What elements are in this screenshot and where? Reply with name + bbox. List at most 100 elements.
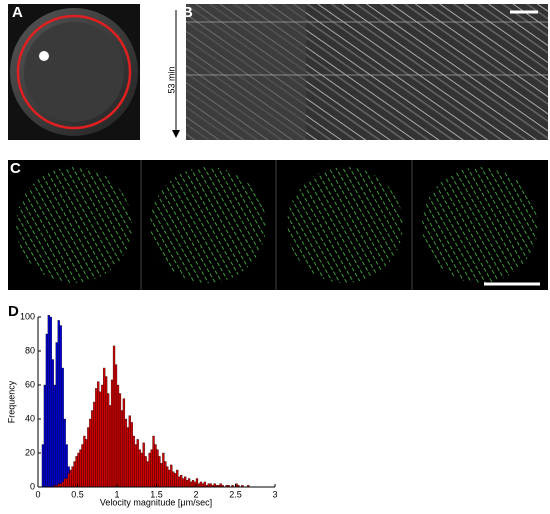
x-tick-label: 1.5	[150, 489, 163, 499]
bar	[172, 471, 175, 488]
bar	[203, 481, 207, 488]
cell-center	[24, 22, 124, 122]
bar	[219, 483, 222, 488]
bar	[134, 444, 137, 488]
x-tick-label: 1	[114, 489, 119, 499]
vector-field	[16, 167, 132, 283]
y-tick-label: 80	[25, 345, 35, 355]
y-tick-label: 40	[25, 413, 35, 423]
bar	[57, 320, 60, 488]
bar	[93, 401, 96, 488]
bar	[101, 384, 104, 488]
bar	[148, 452, 151, 488]
y-tick-label: 0	[30, 481, 35, 491]
bar	[170, 464, 173, 488]
x-tick-label: 3	[272, 489, 277, 499]
bar	[112, 345, 116, 488]
bar	[43, 384, 47, 488]
bar	[154, 444, 157, 488]
bar	[61, 481, 64, 488]
bar	[91, 410, 94, 488]
panel-d: D Velocity magnitude [μm/sec] Frequency …	[6, 303, 277, 507]
bar	[114, 364, 118, 488]
bar	[197, 483, 201, 488]
x-tick-label: 2.5	[229, 489, 242, 499]
bar	[41, 444, 45, 488]
bar	[174, 473, 177, 488]
bar	[126, 427, 129, 488]
bar	[122, 398, 126, 488]
bar	[138, 449, 141, 488]
bar	[183, 476, 187, 488]
bar	[178, 476, 181, 488]
bar	[146, 461, 149, 488]
bar	[67, 473, 70, 488]
bar	[152, 435, 155, 488]
bar	[209, 483, 212, 488]
y-tick-label: 100	[20, 311, 35, 321]
bar	[45, 333, 49, 488]
kymograph-shade	[186, 4, 306, 140]
panel-b: 53 min B	[166, 4, 548, 140]
bar	[116, 384, 120, 488]
bar	[199, 481, 203, 488]
bar	[118, 393, 122, 488]
bar	[65, 478, 68, 488]
bar	[124, 418, 128, 488]
bar	[136, 439, 139, 488]
bar	[180, 474, 183, 488]
bar	[59, 325, 62, 488]
bar	[103, 367, 106, 488]
x-tick-label: 0.5	[71, 489, 84, 499]
roi-circle	[16, 14, 132, 130]
bar	[106, 393, 110, 488]
bar	[120, 410, 124, 488]
bar	[150, 449, 153, 488]
bar	[128, 415, 131, 488]
bar	[71, 466, 74, 488]
bar	[63, 478, 66, 488]
bar	[108, 405, 112, 488]
bar	[95, 388, 98, 488]
panel-a: A	[8, 4, 140, 140]
bar	[49, 316, 52, 488]
bar	[189, 481, 193, 488]
y-axis-label: Frequency	[6, 380, 16, 423]
bar	[83, 435, 86, 488]
bar	[191, 480, 195, 488]
y-tick-label: 20	[25, 447, 35, 457]
bar	[53, 384, 56, 488]
bar	[85, 439, 88, 488]
bar	[162, 452, 165, 488]
bar	[79, 449, 82, 488]
bar	[75, 456, 78, 488]
bar	[164, 461, 167, 488]
bar	[201, 483, 205, 488]
bar	[87, 427, 90, 488]
panel-label: C	[10, 160, 21, 177]
bar	[185, 480, 189, 488]
bar	[158, 456, 161, 488]
bar	[110, 379, 114, 488]
bar	[47, 315, 51, 488]
vector-field	[422, 167, 538, 283]
bar	[105, 376, 108, 488]
y-tick-label: 60	[25, 379, 35, 389]
bar	[142, 442, 145, 488]
bar	[73, 461, 76, 488]
bar	[144, 456, 147, 488]
bar	[51, 359, 54, 488]
x-tick-label: 2	[193, 489, 198, 499]
panel-label: A	[12, 4, 23, 21]
bright-spot	[39, 51, 49, 61]
bar	[81, 444, 84, 488]
arrow-head	[172, 130, 180, 138]
bar	[55, 342, 58, 488]
bar	[187, 478, 191, 488]
time-label: 53 min	[166, 66, 176, 93]
x-axis-label: Velocity magnitude [μm/sec]	[100, 497, 212, 507]
bar	[156, 449, 159, 488]
bar	[160, 463, 163, 488]
bar	[77, 452, 80, 488]
